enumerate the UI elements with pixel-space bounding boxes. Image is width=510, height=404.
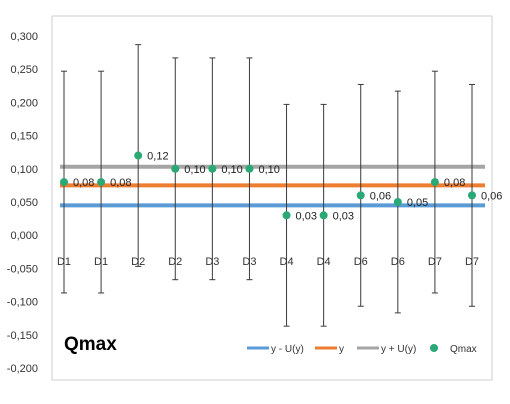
chart-title: Qmax [64, 334, 117, 355]
x-tick-label: D2 [168, 256, 182, 268]
data-point [60, 178, 68, 187]
data-label: 0,10 [258, 164, 279, 176]
y-tick-label: 0,000 [10, 230, 38, 242]
x-tick-label: D6 [391, 256, 405, 268]
y-tick-label: -0,200 [7, 363, 38, 375]
legend-swatch [430, 344, 438, 352]
data-point [171, 164, 180, 173]
data-label: 0,08 [444, 177, 465, 189]
data-point [319, 211, 328, 220]
data-label: 0,05 [407, 197, 428, 209]
reference-lines [60, 164, 485, 208]
data-point [208, 164, 217, 173]
legend-label: Qmax [450, 344, 477, 355]
x-tick-label: D7 [428, 256, 442, 268]
data-point [356, 191, 365, 200]
y-tick-label: -0,100 [7, 297, 38, 309]
data-label: 0,10 [184, 164, 205, 176]
y-tick-label: 0,050 [10, 197, 38, 209]
data-point [430, 178, 439, 187]
x-tick-label: D2 [131, 256, 145, 268]
x-tick-label: D1 [57, 256, 71, 268]
legend-label: y - U(y) [271, 344, 304, 355]
x-tick-label: D3 [242, 256, 256, 268]
data-label: 0,06 [481, 190, 502, 202]
y-tick-label: 0,200 [10, 97, 38, 109]
data-points [60, 151, 476, 220]
data-point [468, 191, 476, 200]
y-axis: -0,200 -0,150 -0,100 -0,050 0,000 0,050 0,100 0… [7, 31, 38, 375]
x-tick-label: D4 [280, 256, 294, 268]
y-tick-label: 0,150 [10, 131, 38, 143]
data-point [97, 178, 106, 187]
data-point [134, 151, 143, 160]
chart-border [51, 15, 493, 381]
x-axis: D1 D1 D2 D2 D3 D3 D4 D4 D6 D6 D7 D7 [57, 256, 479, 268]
x-tick-label: D6 [354, 256, 368, 268]
legend: y - U(y) y y + U(y) Qmax [247, 344, 477, 355]
y-tick-label: 0,100 [10, 164, 38, 176]
y-tick-label: 0,300 [10, 31, 38, 43]
data-label: 0,10 [221, 164, 242, 176]
x-tick-label: D7 [465, 256, 479, 268]
data-label: 0,12 [147, 151, 168, 163]
data-label: 0,08 [73, 177, 94, 189]
y-tick-label: 0,250 [10, 64, 38, 76]
data-point [282, 211, 291, 220]
y-tick-label: -0,050 [7, 263, 38, 275]
data-point [393, 198, 402, 206]
legend-label: y [339, 344, 344, 355]
data-point [245, 164, 254, 173]
x-tick-label: D4 [317, 256, 331, 268]
data-label: 0,03 [333, 210, 354, 222]
data-label: 0,08 [110, 177, 131, 189]
data-label: 0,06 [370, 190, 391, 202]
y-tick-label: -0,150 [7, 330, 38, 342]
x-tick-label: D3 [205, 256, 219, 268]
x-tick-label: D1 [94, 256, 108, 268]
legend-label: y + U(y) [381, 344, 416, 355]
data-labels: 0,08 0,08 0,12 0,10 0,10 0,10 0,03 0,03 0,06 0,05… [73, 151, 502, 223]
data-label: 0,03 [296, 210, 317, 222]
